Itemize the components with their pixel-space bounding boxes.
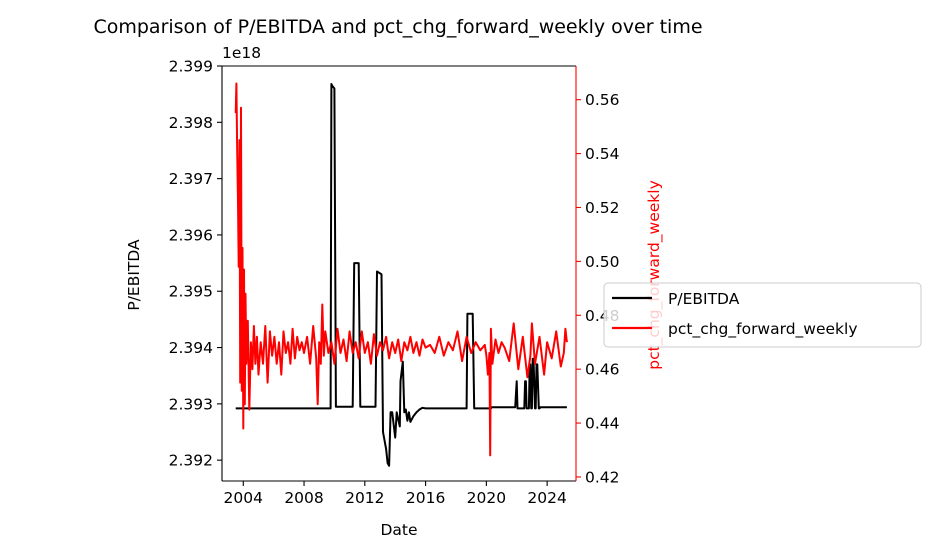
legend-label-pebitda: P/EBITDA — [668, 290, 740, 308]
left-tick-label: 2.393 — [169, 395, 213, 413]
series-line-pebitda — [235, 83, 567, 467]
legend-label-pct-chg: pct_chg_forward_weekly — [668, 320, 858, 339]
left-tick-label: 2.394 — [169, 339, 213, 357]
right-tick-label: 0.42 — [585, 468, 620, 486]
right-tick-label: 0.46 — [585, 361, 620, 379]
series-line-pct-chg — [234, 82, 568, 457]
x-axis-label: Date — [380, 521, 417, 539]
left-tick-label: 2.399 — [169, 58, 213, 76]
x-tick-label: 2024 — [527, 489, 566, 507]
left-tick-label: 2.397 — [169, 170, 213, 188]
right-tick-label: 0.56 — [585, 91, 620, 109]
right-tick-label: 0.50 — [585, 253, 620, 271]
left-axis-offset-text: 1e18 — [222, 44, 261, 62]
x-tick-label: 2004 — [224, 489, 263, 507]
right-tick-label: 0.52 — [585, 199, 620, 217]
left-tick-label: 2.398 — [169, 114, 213, 132]
x-tick-label: 2012 — [345, 489, 384, 507]
x-axis-ticks: 2004 2008 2012 2016 2020 2024 — [224, 481, 567, 507]
left-series-lines — [235, 83, 567, 467]
x-tick-label: 2016 — [406, 489, 445, 507]
x-tick-label: 2008 — [284, 489, 323, 507]
left-axis-ticks: 2.392 2.393 2.394 2.395 2.396 2.397 2.398 2.399 — [169, 58, 222, 470]
legend-box — [603, 282, 922, 348]
right-tick-label: 0.54 — [585, 145, 620, 163]
chart-title: Comparison of P/EBITDA and pct_chg_forwa… — [93, 16, 702, 38]
right-series-lines — [234, 82, 568, 457]
left-tick-label: 2.392 — [169, 452, 213, 470]
left-tick-label: 2.396 — [169, 226, 213, 244]
legend: P/EBITDA pct_chg_forward_weekly — [603, 282, 922, 348]
left-axis-label: P/EBITDA — [125, 239, 143, 311]
right-tick-label: 0.44 — [585, 415, 620, 433]
left-tick-label: 2.395 — [169, 283, 213, 301]
x-tick-label: 2020 — [467, 489, 506, 507]
